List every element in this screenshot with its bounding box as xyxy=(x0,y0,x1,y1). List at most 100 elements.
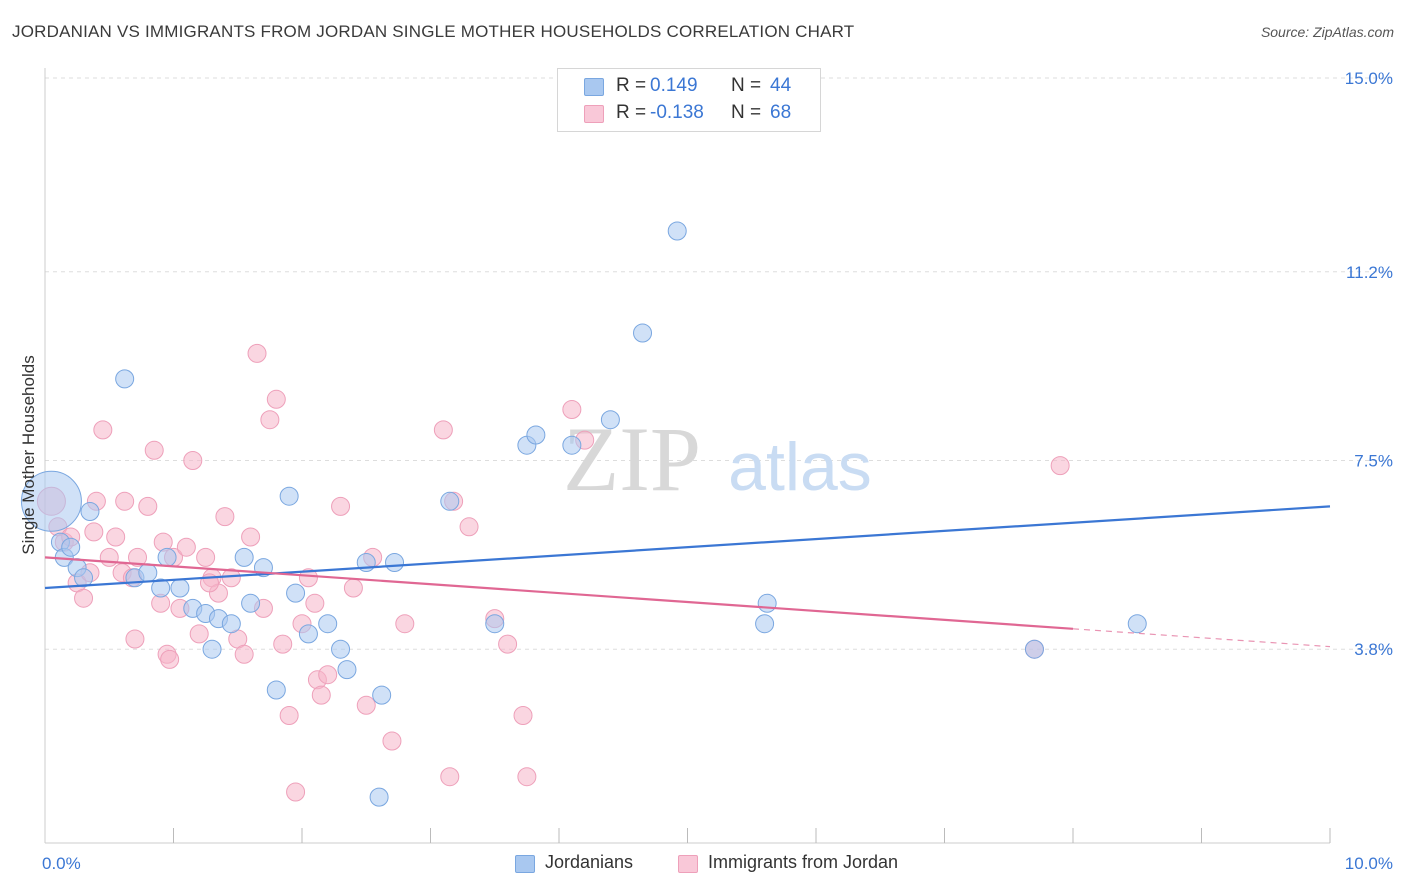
legend-n-label: N = xyxy=(731,102,762,123)
jordanian-point xyxy=(755,614,775,634)
immigrant-point xyxy=(331,496,351,516)
immigrant-point xyxy=(74,588,94,608)
jordanian-point xyxy=(80,502,100,521)
legend-n-label: N = xyxy=(731,75,762,96)
immigrant-point xyxy=(459,517,479,537)
jordanian-point xyxy=(286,583,306,603)
points-layer xyxy=(20,221,1147,807)
legend-r-label: R = xyxy=(616,102,647,123)
immigrant-point xyxy=(125,629,145,649)
immigrant-trend-extension xyxy=(1072,628,1331,648)
immigrant-point xyxy=(106,527,126,547)
legend-r-label: R = xyxy=(616,75,647,96)
jordanian-point xyxy=(337,660,357,680)
immigrant-point xyxy=(241,527,261,547)
jordanian-point xyxy=(1024,639,1044,659)
immigrant-point xyxy=(440,767,460,787)
jordanian-trend-line xyxy=(44,505,1331,590)
immigrant-point xyxy=(343,578,363,598)
immigrant-point xyxy=(247,343,267,363)
immigrant-point xyxy=(93,420,113,440)
jordanian-point xyxy=(234,547,254,567)
immigrant-point xyxy=(279,706,299,725)
immigrant-point xyxy=(138,496,158,516)
immigrant-point xyxy=(260,410,280,430)
immigrant-point xyxy=(196,547,216,567)
watermark-zip: ZIP xyxy=(563,408,701,510)
y-tick-label: 3.8% xyxy=(1354,640,1393,659)
legend-swatch-pink xyxy=(584,105,604,123)
jordanian-point xyxy=(20,470,82,532)
jordanian-point xyxy=(74,568,94,588)
y-tick-label: 11.2% xyxy=(1346,263,1393,282)
jordanian-point xyxy=(562,435,582,455)
watermark: ZIP atlas xyxy=(563,408,872,510)
jordanian-point xyxy=(279,486,299,506)
jordanian-point xyxy=(221,614,241,634)
y-tick-label: 7.5% xyxy=(1354,452,1393,471)
jordanian-point xyxy=(667,221,687,241)
jordanian-point xyxy=(757,593,777,613)
immigrant-point xyxy=(562,400,582,419)
bottom-legend-jordanians: Jordanians xyxy=(515,852,655,876)
immigrant-point xyxy=(382,731,402,751)
chart-title: JORDANIAN VS IMMIGRANTS FROM JORDAN SING… xyxy=(12,22,855,41)
immigrant-point xyxy=(234,644,254,664)
jordanian-point xyxy=(115,369,135,389)
source-label: Source: ZipAtlas.com xyxy=(1260,24,1394,40)
jordanian-point xyxy=(298,624,318,644)
immigrant-point xyxy=(183,451,203,470)
bottom-legend-swatch-pink xyxy=(678,855,698,873)
immigrant-point xyxy=(273,634,293,654)
immigrant-point xyxy=(84,522,104,542)
grid-layer xyxy=(45,77,1392,650)
jordanian-point xyxy=(485,614,505,634)
x-tick-label: 10.0% xyxy=(1345,854,1393,873)
immigrant-point xyxy=(498,634,518,654)
bottom-legend-label: Jordanians xyxy=(545,852,634,872)
x-tick-label: 0.0% xyxy=(42,854,81,873)
jordanian-point xyxy=(151,578,171,598)
trend-layer xyxy=(44,505,1331,648)
immigrant-trend-line xyxy=(44,556,1074,630)
jordanian-point xyxy=(138,563,158,583)
immigrant-point xyxy=(286,782,306,802)
immigrant-point xyxy=(311,685,331,705)
jordanian-point xyxy=(440,491,460,511)
immigrant-point xyxy=(318,665,338,685)
immigrant-point xyxy=(513,706,533,725)
jordanian-point xyxy=(1127,614,1147,634)
jordanian-point xyxy=(266,680,286,700)
y-tick-label: 15.0% xyxy=(1345,69,1393,88)
jordanian-point xyxy=(202,639,222,659)
jordanian-point xyxy=(241,593,261,613)
jordanian-point xyxy=(369,787,389,807)
legend-r-value: 0.149 xyxy=(650,75,698,96)
immigrant-point xyxy=(176,537,196,557)
immigrant-point xyxy=(433,420,453,440)
legend-n-value: 44 xyxy=(770,75,792,96)
immigrant-point xyxy=(144,440,164,460)
immigrant-point xyxy=(305,593,325,613)
immigrant-point xyxy=(128,547,148,567)
immigrant-point xyxy=(1050,456,1070,476)
immigrant-point xyxy=(356,695,376,715)
bottom-legend-immigrants: Immigrants from Jordan xyxy=(678,852,938,876)
jordanian-point xyxy=(526,425,546,445)
legend-r-value: -0.138 xyxy=(650,102,704,123)
immigrant-point xyxy=(160,649,180,669)
jordanian-point xyxy=(600,410,620,430)
immigrant-point xyxy=(99,547,119,567)
immigrant-point xyxy=(115,491,135,511)
legend-row-jordanians: R = 0.149 N = 44 xyxy=(558,75,820,99)
immigrant-point xyxy=(395,614,415,634)
bottom-legend-label: Immigrants from Jordan xyxy=(708,852,899,872)
immigrant-point xyxy=(189,624,209,644)
jordanian-point xyxy=(170,578,190,598)
y-axis-label: Single Mother Households xyxy=(19,355,38,554)
axis-layer xyxy=(44,68,1331,844)
jordanian-point xyxy=(331,639,351,659)
jordanian-point xyxy=(385,553,405,572)
jordanian-point xyxy=(157,547,177,567)
